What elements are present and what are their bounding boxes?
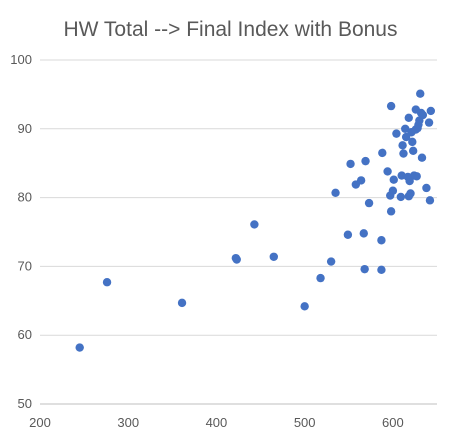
data-point [416,89,425,98]
data-point [396,192,406,202]
data-point [377,236,386,245]
data-point [102,278,112,287]
data-point [177,298,187,308]
data-point [424,118,434,127]
y-tick-label-100: 100 [10,52,32,67]
data-point [401,124,410,133]
data-point [359,229,368,238]
data-point [331,188,340,197]
data-point [360,264,369,274]
y-axis-ticks: 50 60 70 80 90 100 [10,52,32,411]
data-point [377,265,386,275]
data-point [412,172,421,181]
y-tick-label-70: 70 [18,258,32,273]
y-tick-label-80: 80 [18,190,32,205]
x-tick-label-400: 400 [206,415,228,430]
data-point [326,257,336,266]
data-point [404,113,413,122]
chart-title: HW Total --> Final Index with Bonus [63,18,398,41]
data-point [392,129,401,138]
x-tick-label-500: 500 [294,415,316,430]
data-point [75,343,84,352]
data-point [386,207,396,216]
data-points [75,89,436,352]
data-point [399,149,408,158]
y-tick-label-60: 60 [18,327,32,342]
x-tick-label-200: 200 [29,415,51,430]
data-point [408,137,417,147]
data-point [232,255,241,264]
data-point [406,189,415,198]
data-point [361,156,370,166]
data-point [398,141,407,150]
x-tick-label-300: 300 [117,415,139,430]
gridlines [40,59,437,405]
data-point [417,153,427,162]
x-axis-ticks: 200 300 400 500 600 [29,415,404,430]
data-point [364,198,374,208]
data-point [425,196,435,205]
data-point [346,159,355,169]
data-point [356,176,366,185]
data-point [389,175,398,184]
data-point [388,186,398,195]
y-tick-label-50: 50 [18,396,32,411]
data-point [316,273,325,283]
data-point [300,302,309,311]
data-point [386,101,396,111]
data-point [378,148,387,158]
y-tick-label-90: 90 [18,121,32,136]
data-point [422,183,431,193]
data-point [343,230,353,239]
data-point [250,220,259,229]
data-point [426,106,436,116]
data-point [418,110,428,120]
data-point [383,167,392,176]
data-point [269,252,278,261]
x-tick-label-600: 600 [382,415,404,430]
data-point [408,146,418,156]
